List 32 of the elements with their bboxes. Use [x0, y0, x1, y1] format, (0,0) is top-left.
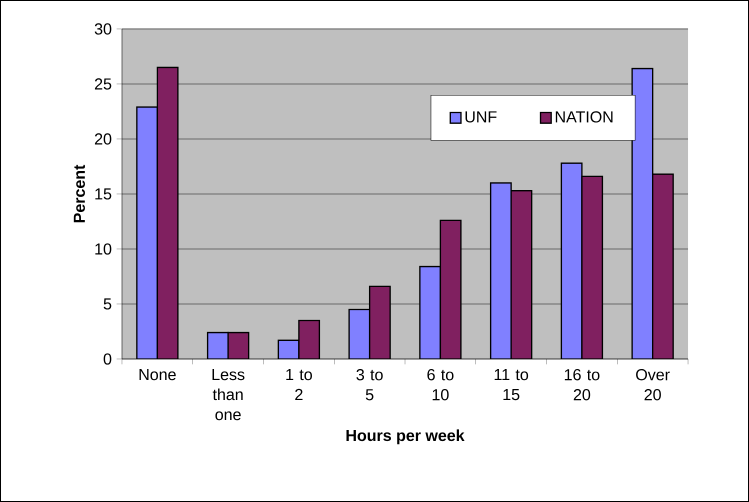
bar — [652, 174, 674, 360]
bar — [156, 66, 179, 360]
x-tick-label: 3 to 5 — [356, 369, 383, 400]
legend-label: NATION — [556, 111, 612, 123]
x-tick-label: None — [140, 369, 176, 380]
legend-label: UNF — [466, 111, 497, 122]
y-tick-label: 5 — [104, 298, 112, 310]
y-tick-label: 20 — [94, 133, 112, 145]
y-tick-label: 10 — [95, 243, 112, 255]
bar — [510, 190, 532, 360]
bar — [136, 106, 158, 360]
bar — [298, 320, 320, 360]
y-tick-label: 30 — [94, 23, 112, 35]
bar — [368, 286, 391, 360]
x-tick-label: 6 to 10 — [427, 369, 454, 400]
bar — [581, 176, 604, 360]
bar — [348, 308, 370, 360]
bar — [490, 182, 512, 360]
bar — [560, 162, 583, 360]
x-tick-label: 11 to 15 — [494, 369, 528, 400]
y-tick-label: 0 — [104, 353, 112, 365]
y-axis-title: Percent — [74, 164, 85, 222]
x-tick-label: Over 20 — [636, 369, 670, 400]
bar — [631, 68, 654, 360]
y-tick-label: 25 — [94, 78, 112, 90]
y-tick-label: 15 — [95, 188, 112, 200]
x-tick-label: Less than one — [212, 369, 244, 420]
bar — [419, 266, 442, 360]
x-tick-label: 1 to 2 — [286, 369, 312, 400]
x-axis-title: Hours per week — [346, 429, 465, 444]
x-tick-label: 16 to 20 — [564, 369, 600, 400]
bar — [440, 220, 462, 360]
